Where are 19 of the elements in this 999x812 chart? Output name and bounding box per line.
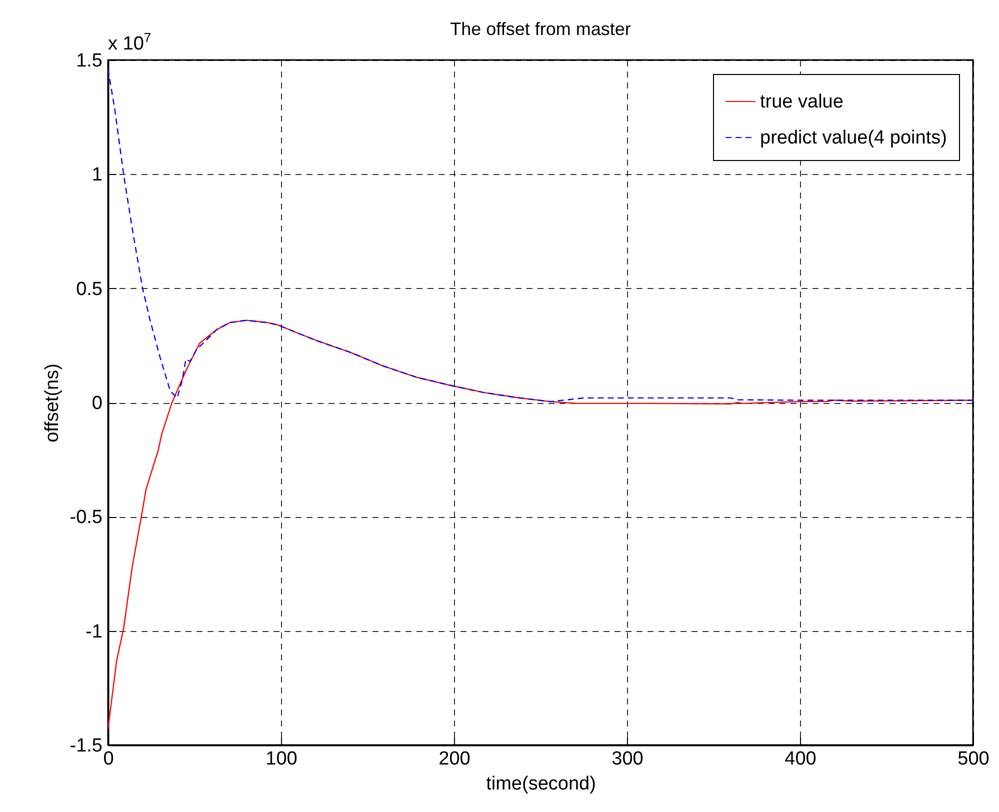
chart-title: The offset from master	[450, 19, 631, 39]
y-tick-label: 0.5	[76, 278, 102, 300]
legend-label: predict value(4 points)	[760, 128, 947, 148]
y-tick-label: 1	[92, 164, 102, 186]
text: x 10$^{7}$	[108, 30, 152, 56]
x-tick-label: 400	[784, 748, 816, 770]
y-tick-label: -1.5	[70, 736, 102, 756]
x-tick-label: 300	[612, 748, 644, 770]
y-axis-title: offset(ns)	[42, 364, 63, 442]
x-axis-title: time(second)	[486, 774, 596, 794]
y-tick-label: -0.5	[70, 507, 102, 528]
x-tick-label: 200	[438, 748, 470, 770]
y-tick-label: -1	[86, 621, 102, 642]
x-tick-label: 500	[958, 748, 990, 770]
line-series	[108, 68, 973, 402]
x-tick-label: 100	[266, 748, 298, 770]
y-tick-label: 0	[92, 393, 102, 414]
legend-label: true value	[760, 92, 844, 112]
y-tick-label: 1.5	[76, 50, 102, 72]
